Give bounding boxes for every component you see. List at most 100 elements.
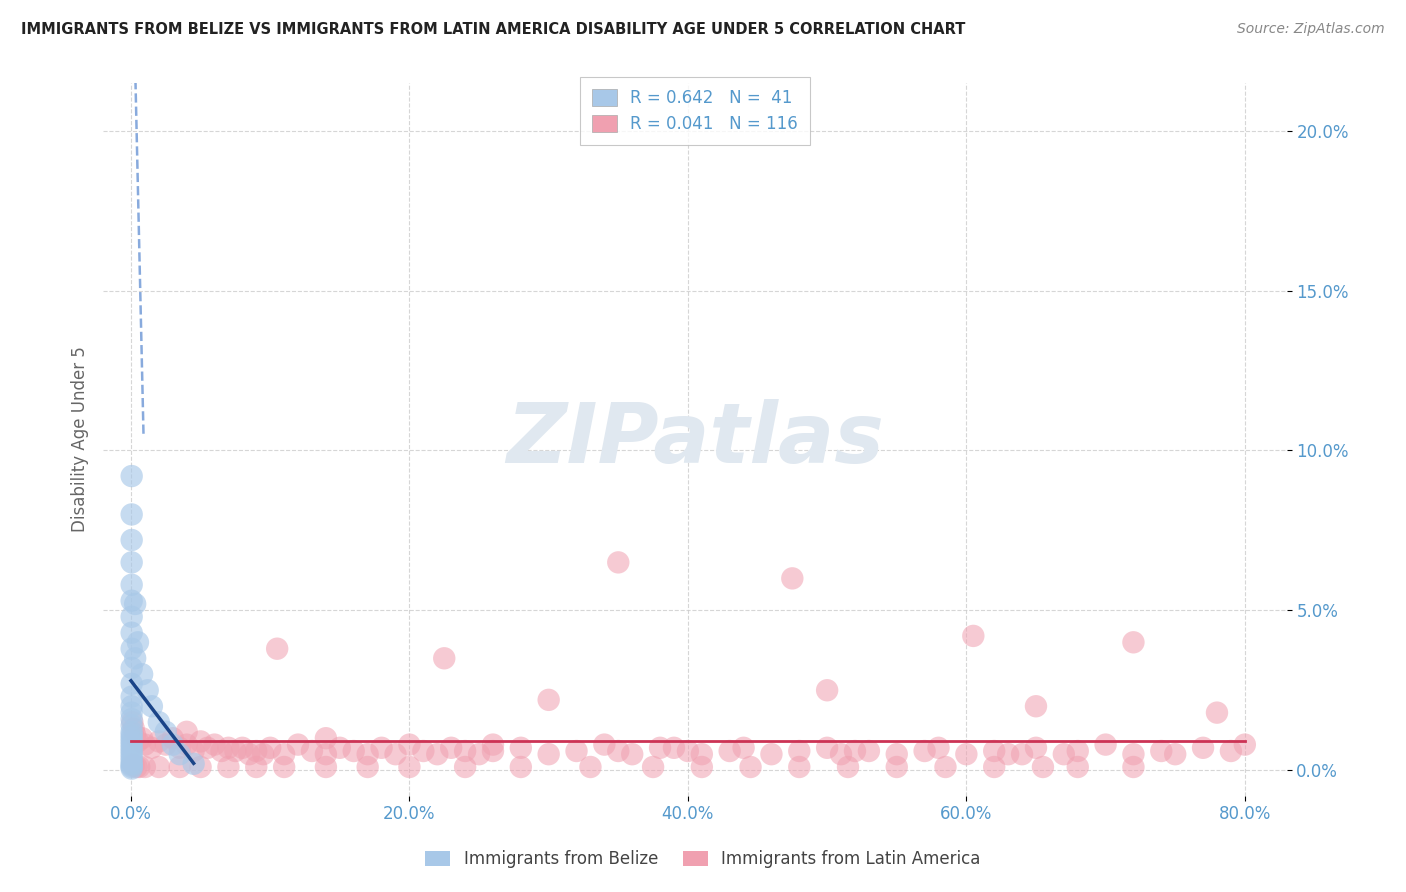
- Point: [121, 734, 143, 748]
- Point: [579, 760, 602, 774]
- Point: [1011, 747, 1033, 762]
- Point: [266, 641, 288, 656]
- Point: [370, 740, 392, 755]
- Point: [155, 724, 177, 739]
- Point: [482, 738, 505, 752]
- Point: [315, 731, 337, 746]
- Point: [125, 760, 148, 774]
- Text: ZIPatlas: ZIPatlas: [506, 399, 884, 480]
- Point: [245, 760, 267, 774]
- Point: [122, 722, 145, 736]
- Point: [1094, 738, 1116, 752]
- Point: [662, 740, 685, 755]
- Point: [121, 508, 143, 522]
- Point: [148, 760, 170, 774]
- Point: [1122, 747, 1144, 762]
- Point: [176, 738, 198, 752]
- Point: [315, 760, 337, 774]
- Point: [141, 699, 163, 714]
- Point: [830, 747, 852, 762]
- Point: [858, 744, 880, 758]
- Point: [124, 651, 146, 665]
- Point: [648, 740, 671, 755]
- Point: [886, 760, 908, 774]
- Point: [121, 724, 143, 739]
- Point: [343, 744, 366, 758]
- Point: [983, 744, 1005, 758]
- Point: [1122, 760, 1144, 774]
- Point: [121, 712, 143, 726]
- Point: [211, 744, 233, 758]
- Point: [121, 699, 143, 714]
- Point: [131, 667, 153, 681]
- Point: [1067, 760, 1090, 774]
- Point: [1219, 744, 1241, 758]
- Point: [148, 734, 170, 748]
- Point: [607, 555, 630, 569]
- Legend: R = 0.642   N =  41, R = 0.041   N = 116: R = 0.642 N = 41, R = 0.041 N = 116: [581, 77, 810, 145]
- Point: [231, 740, 253, 755]
- Point: [197, 740, 219, 755]
- Point: [468, 747, 491, 762]
- Point: [1067, 744, 1090, 758]
- Point: [454, 744, 477, 758]
- Point: [162, 731, 184, 746]
- Point: [121, 747, 143, 762]
- Point: [131, 731, 153, 746]
- Point: [690, 760, 713, 774]
- Point: [204, 738, 226, 752]
- Legend: Immigrants from Belize, Immigrants from Latin America: Immigrants from Belize, Immigrants from …: [419, 844, 987, 875]
- Point: [384, 747, 406, 762]
- Point: [787, 744, 810, 758]
- Point: [815, 683, 838, 698]
- Point: [162, 738, 184, 752]
- Point: [127, 734, 149, 748]
- Point: [134, 760, 156, 774]
- Point: [238, 747, 260, 762]
- Point: [141, 740, 163, 755]
- Point: [454, 760, 477, 774]
- Point: [740, 760, 762, 774]
- Point: [176, 724, 198, 739]
- Point: [1164, 747, 1187, 762]
- Point: [259, 740, 281, 755]
- Point: [148, 715, 170, 730]
- Point: [928, 740, 950, 755]
- Point: [565, 744, 588, 758]
- Point: [169, 760, 191, 774]
- Point: [190, 760, 212, 774]
- Point: [121, 661, 143, 675]
- Point: [1192, 740, 1215, 755]
- Point: [124, 597, 146, 611]
- Point: [1025, 740, 1047, 755]
- Point: [815, 740, 838, 755]
- Point: [121, 625, 143, 640]
- Point: [121, 718, 143, 732]
- Point: [643, 760, 665, 774]
- Point: [837, 760, 859, 774]
- Point: [252, 747, 274, 762]
- Point: [782, 571, 804, 585]
- Point: [183, 744, 205, 758]
- Point: [983, 760, 1005, 774]
- Point: [315, 747, 337, 762]
- Point: [121, 593, 143, 607]
- Point: [886, 747, 908, 762]
- Point: [169, 740, 191, 755]
- Point: [997, 747, 1019, 762]
- Point: [121, 744, 143, 758]
- Point: [844, 744, 866, 758]
- Point: [121, 740, 143, 755]
- Point: [121, 728, 143, 742]
- Point: [301, 744, 323, 758]
- Point: [962, 629, 984, 643]
- Point: [1053, 747, 1076, 762]
- Point: [273, 747, 295, 762]
- Point: [121, 750, 143, 764]
- Point: [934, 760, 956, 774]
- Point: [914, 744, 936, 758]
- Point: [718, 744, 741, 758]
- Point: [121, 555, 143, 569]
- Point: [121, 533, 143, 547]
- Point: [955, 747, 977, 762]
